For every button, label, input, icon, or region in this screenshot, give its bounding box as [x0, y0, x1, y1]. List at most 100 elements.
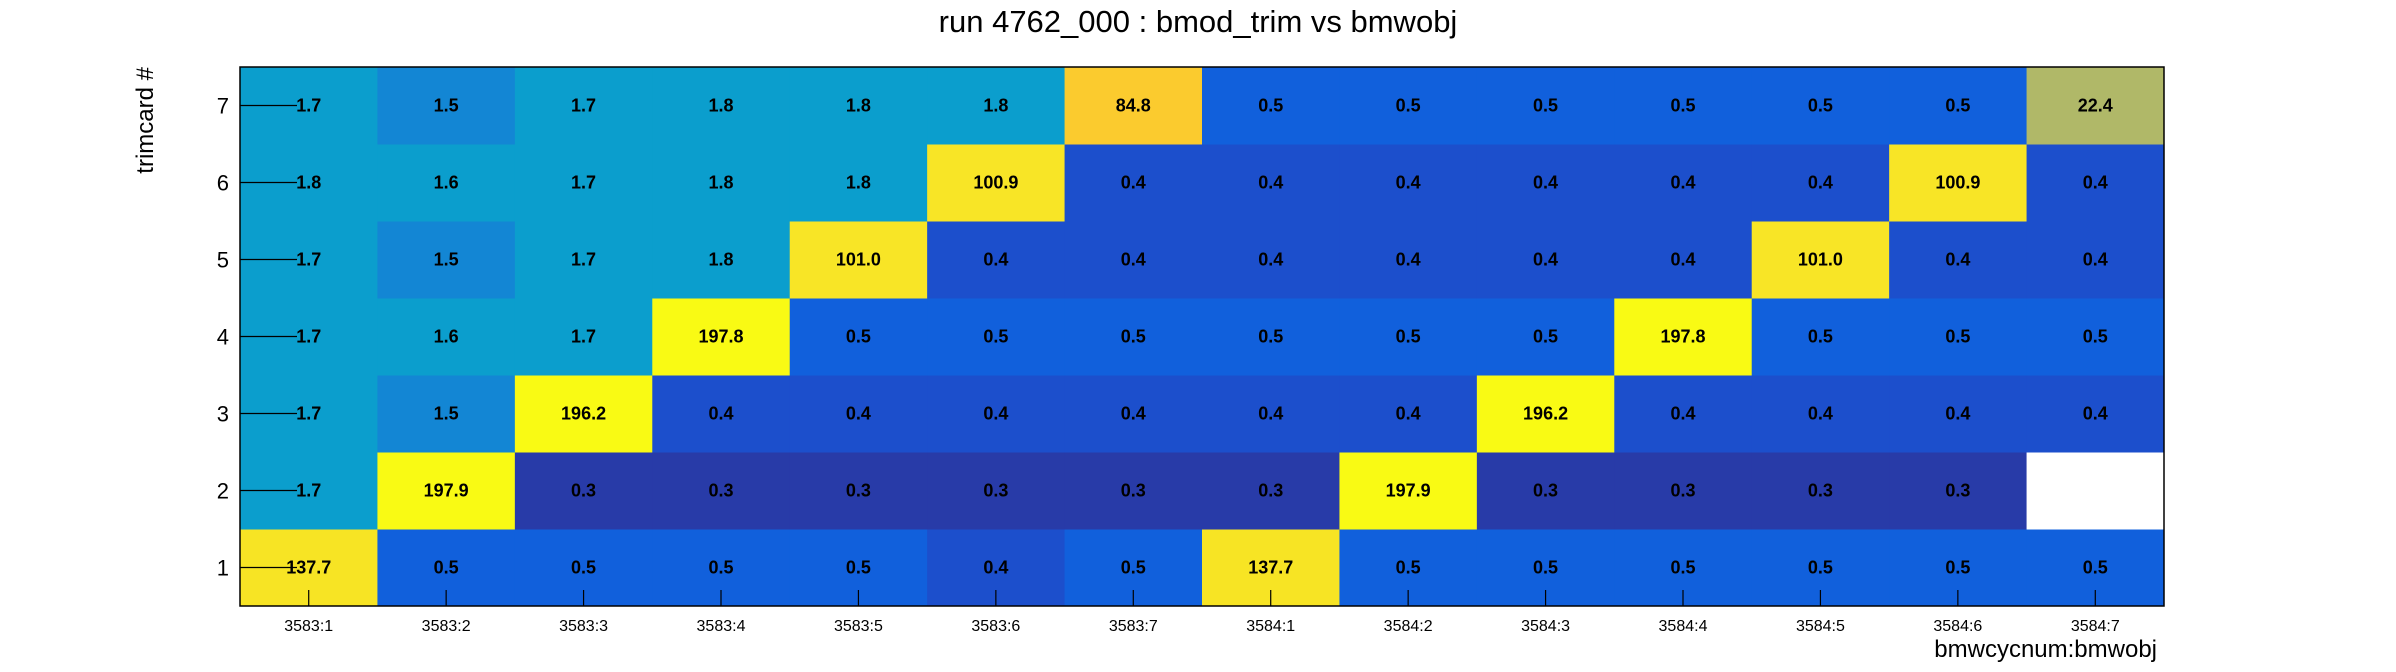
heatmap-cell: [789, 298, 928, 376]
cell-value-label: 1.7: [296, 250, 321, 270]
cell-value-label: 0.5: [1945, 327, 1970, 347]
heatmap-cell: [1751, 375, 1890, 453]
cell-value-label: 1.7: [296, 481, 321, 501]
cell-value-label: 0.5: [708, 558, 733, 578]
cell-value-label: 1.8: [708, 173, 733, 193]
cell-value-label: 0.4: [1396, 404, 1421, 424]
x-tick-label: 3584:3: [1521, 618, 1570, 635]
heatmap-cell: [2026, 144, 2165, 222]
cell-value-label: 0.4: [1533, 250, 1558, 270]
cell-value-label: 1.8: [983, 96, 1008, 116]
y-tick-label: 4: [217, 325, 229, 350]
heatmap-cell: [514, 67, 653, 145]
cell-value-label: 0.3: [1533, 481, 1558, 501]
cell-value-label: 0.4: [1945, 404, 1970, 424]
heatmap-cell: [1614, 67, 1753, 145]
cell-value-label: 0.5: [1396, 327, 1421, 347]
heatmap-cell: [1614, 298, 1753, 376]
cell-value-label: 137.7: [286, 558, 331, 578]
heatmap-cell: [1889, 144, 2028, 222]
heatmap-cell: [789, 221, 928, 299]
cell-value-label: 0.4: [2083, 173, 2108, 193]
cell-value-label: 100.9: [1935, 173, 1980, 193]
cell-value-label: 197.8: [1660, 327, 1705, 347]
cell-value-label: 0.4: [1258, 250, 1283, 270]
heatmap-cell: [789, 375, 928, 453]
heatmap-cell: [1476, 144, 1615, 222]
heatmap-cell: [377, 221, 516, 299]
y-tick-label: 2: [217, 479, 229, 504]
cell-value-label: 0.4: [1670, 250, 1695, 270]
cell-value-label: 0.5: [571, 558, 596, 578]
heatmap-cell: [1339, 67, 1478, 145]
x-tick-label: 3583:7: [1109, 618, 1158, 635]
heatmap-cell: [1202, 298, 1340, 376]
cell-value-label: 1.8: [296, 173, 321, 193]
cell-value-label: 0.5: [434, 558, 459, 578]
cell-value-label: 0.5: [1533, 96, 1558, 116]
cell-value-label: 101.0: [1798, 250, 1843, 270]
cell-value-label: 1.6: [434, 327, 459, 347]
heatmap-cell: [927, 67, 1066, 145]
x-tick-label: 3583:1: [284, 618, 333, 635]
y-axis-label: trimcard #: [132, 66, 159, 173]
heatmap-cell: [652, 67, 791, 145]
cell-value-label: 0.3: [571, 481, 596, 501]
heatmap-cell: [789, 67, 928, 145]
cell-value-label: 0.5: [1533, 327, 1558, 347]
heatmap-cell: [377, 298, 516, 376]
cell-value-label: 0.5: [1121, 558, 1146, 578]
x-axis-label: bmwcycnum:bmwobj: [1934, 636, 2157, 663]
heatmap-cell: [377, 452, 516, 530]
cell-value-label: 100.9: [973, 173, 1018, 193]
heatmap-cell: [2026, 375, 2165, 453]
cell-value-label: 0.5: [1670, 96, 1695, 116]
heatmap-cell: [514, 221, 653, 299]
cell-value-label: 0.4: [708, 404, 733, 424]
heatmap-cell: [927, 375, 1066, 453]
heatmap-cell: [1614, 375, 1753, 453]
cell-value-label: 0.4: [983, 404, 1008, 424]
cell-value-label: 0.5: [1258, 327, 1283, 347]
cell-value-label: 0.4: [2083, 250, 2108, 270]
x-tick-label: 3583:3: [559, 618, 608, 635]
heatmap-cell: [1476, 221, 1615, 299]
cell-value-label: 0.3: [1121, 481, 1146, 501]
x-tick-label: 3584:2: [1384, 618, 1433, 635]
heatmap-cell: [1614, 452, 1753, 530]
cell-value-label: 197.9: [424, 481, 469, 501]
heatmap-cell: [514, 452, 653, 530]
cell-value-label: 1.7: [296, 96, 321, 116]
cell-value-label: 0.4: [1258, 173, 1283, 193]
plot-frame: [239, 66, 2165, 607]
heatmap-cell: [652, 375, 791, 453]
heatmap-cell: [1064, 144, 1203, 222]
heatmap-cell: [1339, 221, 1478, 299]
heatmap-cell: [1339, 452, 1478, 530]
cell-value-label: 1.8: [708, 250, 733, 270]
heatmap-cell: [1889, 375, 2028, 453]
heatmap-cell: [927, 452, 1066, 530]
cell-value-label: 0.5: [1945, 96, 1970, 116]
heatmap-cell: [1476, 375, 1615, 453]
y-tick-label: 1: [217, 556, 229, 581]
cell-value-label: 1.5: [434, 250, 459, 270]
x-tick-label: 3584:5: [1796, 618, 1845, 635]
cell-value-label: 0.4: [1808, 173, 1833, 193]
chart-title: run 4762_000 : bmod_trim vs bmwobj: [939, 4, 1458, 39]
cell-value-label: 196.2: [1523, 404, 1568, 424]
cell-value-label: 0.5: [846, 327, 871, 347]
heatmap-cell: [2026, 221, 2165, 299]
y-tick-label: 3: [217, 402, 229, 427]
heatmap-cell: [1476, 67, 1615, 145]
heatmap-cell: [789, 144, 928, 222]
heatmap-cell: [2026, 67, 2165, 145]
heatmap-cells: [240, 67, 2165, 607]
cell-value-label: 0.4: [1533, 173, 1558, 193]
heatmap-cell: [1751, 298, 1890, 376]
heatmap-cell: [652, 144, 791, 222]
cell-value-label: 0.3: [846, 481, 871, 501]
y-tick-labels: 1 2 3 4 5 6 7: [217, 94, 229, 581]
heatmap-cell: [514, 298, 653, 376]
